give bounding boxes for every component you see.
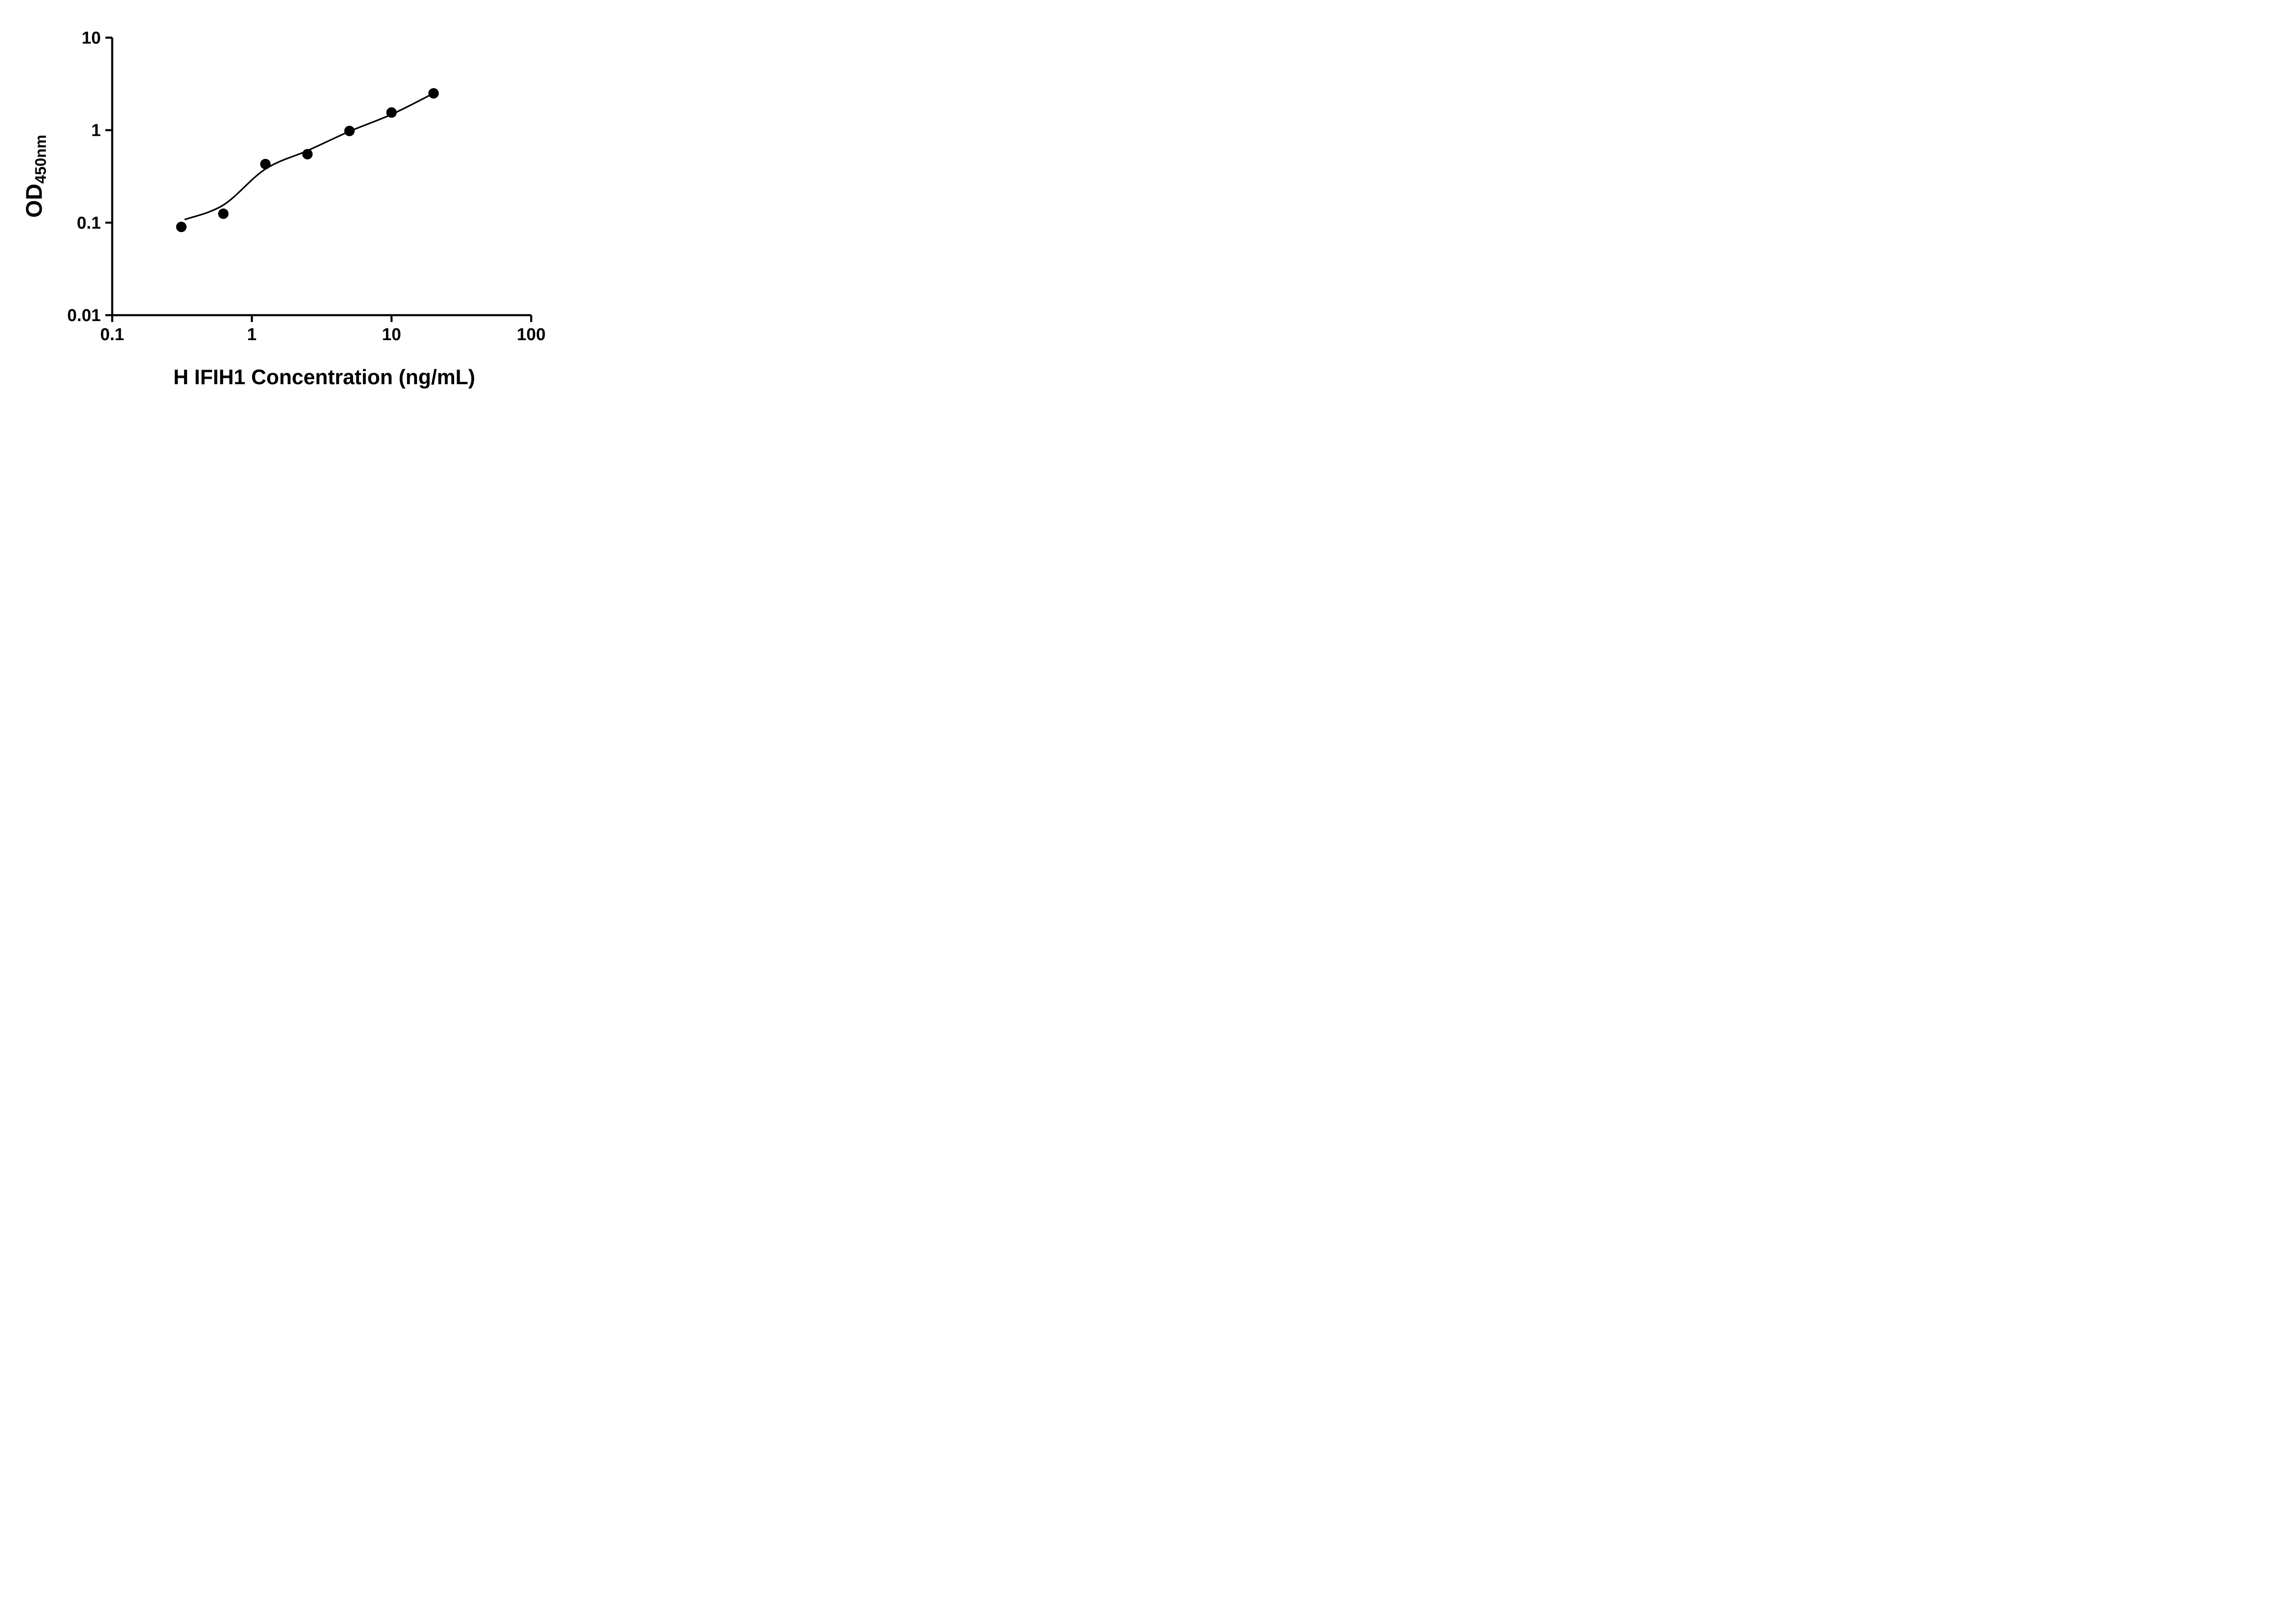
x-tick-label: 1 — [247, 325, 257, 344]
y-tick-label: 0.01 — [67, 306, 101, 325]
y-tick-label: 0.1 — [77, 213, 101, 233]
y-tick-label: 10 — [82, 29, 101, 48]
y-axis-label-subscript: 450nm — [32, 134, 50, 184]
data-point — [302, 149, 313, 159]
y-tick-label: 1 — [91, 121, 101, 140]
x-tick-label: 100 — [517, 325, 545, 344]
data-point — [260, 158, 271, 169]
x-tick-label: 10 — [382, 325, 401, 344]
x-tick-label: 0.1 — [100, 325, 124, 344]
x-axis-label: H IFIH1 Concentration (ng/mL) — [173, 365, 476, 389]
elisa-standard-curve-figure: 10 1 0.1 0.01 0.1 1 10 100 OD450nm H IFIH1 Conc… — [0, 0, 587, 406]
data-point — [218, 208, 229, 219]
data-point — [344, 125, 355, 136]
data-point — [386, 107, 397, 118]
data-point — [176, 222, 187, 233]
y-axis-label-main: OD — [21, 183, 47, 218]
y-axis-label: OD450nm — [21, 135, 50, 218]
data-point — [428, 88, 439, 99]
